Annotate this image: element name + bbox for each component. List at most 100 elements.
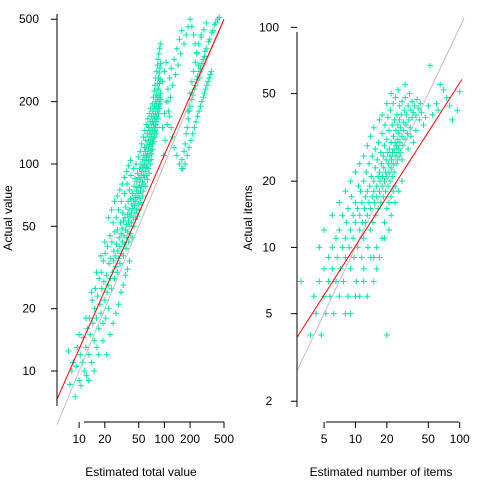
right-data-point	[357, 188, 364, 195]
right-data-point	[364, 212, 371, 219]
left-data-point	[168, 65, 175, 72]
right-data-point	[329, 265, 336, 272]
right-data-point	[381, 121, 388, 128]
right-data-point	[373, 244, 380, 251]
left-data-point	[143, 154, 150, 161]
left-data-point	[181, 148, 188, 155]
panel-left: 10 20 50 100 200 500 10 20 50 100 200 500 Estimate…	[1, 12, 234, 479]
right-data-point	[297, 278, 304, 285]
left-data-point	[155, 86, 162, 93]
left-data-point	[103, 289, 110, 296]
right-data-point	[437, 81, 444, 88]
right-y-tick-label: 2	[266, 394, 273, 408]
left-data-point	[171, 144, 178, 151]
right-data-point	[425, 102, 432, 109]
right-data-point	[375, 139, 382, 146]
left-data-point	[198, 34, 205, 41]
right-data-point	[401, 107, 408, 114]
left-data-point	[187, 16, 194, 23]
right-data-point	[407, 133, 414, 140]
right-data-point	[393, 127, 400, 134]
right-data-point	[347, 265, 354, 272]
right-data-point	[380, 153, 387, 160]
left-data-point	[81, 368, 88, 375]
right-data-point	[373, 193, 380, 200]
right-data-point	[316, 244, 323, 251]
left-data-point	[156, 45, 163, 52]
left-data-point	[125, 198, 132, 205]
left-data-point	[159, 78, 166, 85]
right-data-point	[336, 293, 343, 300]
left-data-point	[200, 26, 207, 33]
left-data-point	[111, 198, 118, 205]
right-data-point	[367, 254, 374, 261]
right-data-point	[395, 130, 402, 137]
left-data-point	[145, 165, 152, 172]
right-data-point	[373, 183, 380, 190]
left-data-point	[212, 19, 219, 26]
left-data-point	[135, 201, 142, 208]
right-data-point	[390, 133, 397, 140]
left-data-point	[88, 359, 95, 366]
right-data-point	[388, 156, 395, 163]
right-data-point	[443, 94, 450, 101]
left-data-point	[156, 105, 163, 112]
left-data-point	[119, 209, 126, 216]
right-data-point	[348, 193, 355, 200]
left-data-point	[96, 275, 103, 282]
left-y-tick-label: 20	[22, 302, 36, 316]
left-data-point	[122, 272, 129, 279]
left-data-point	[164, 121, 171, 128]
left-data-point	[103, 272, 110, 279]
left-data-point	[121, 214, 128, 221]
left-data-point	[94, 344, 101, 351]
right-data-point	[366, 183, 373, 190]
right-data-point	[396, 139, 403, 146]
left-data-point	[159, 124, 166, 131]
left-data-point	[202, 86, 209, 93]
left-data-point	[203, 19, 210, 26]
left-data-point	[113, 241, 120, 248]
right-data-point	[387, 107, 394, 114]
right-data-point	[386, 226, 393, 233]
right-data-point	[394, 136, 401, 143]
right-data-point	[384, 149, 391, 156]
right-data-point	[384, 114, 391, 121]
right-data-point	[379, 235, 386, 242]
left-data-point	[128, 201, 135, 208]
right-data-point	[361, 205, 368, 212]
left-data-point	[206, 36, 213, 43]
right-data-point	[370, 124, 377, 131]
right-data-point	[354, 205, 361, 212]
left-data-point	[177, 50, 184, 57]
left-data-point	[153, 130, 160, 137]
right-data-point	[412, 127, 419, 134]
left-x-ticks: 10 20 50 100 200 500	[72, 422, 234, 446]
left-data-point	[65, 347, 72, 354]
right-data-point	[402, 81, 409, 88]
left-data-point	[92, 285, 99, 292]
right-data-point	[350, 212, 357, 219]
right-data-point	[355, 183, 362, 190]
right-data-point	[402, 121, 409, 128]
left-data-point	[110, 257, 117, 264]
right-data-point	[388, 193, 395, 200]
right-data-point	[402, 94, 409, 101]
left-data-point	[195, 40, 202, 47]
left-y-tick-label: 500	[19, 12, 39, 26]
left-data-point	[169, 82, 176, 89]
left-data-point	[126, 186, 133, 193]
left-data-point	[73, 363, 80, 370]
right-data-point	[376, 254, 383, 261]
left-data-point	[105, 214, 112, 221]
right-data-point	[352, 169, 359, 176]
left-x-tick-label: 500	[214, 432, 234, 446]
left-data-point	[138, 140, 145, 147]
left-data-point	[188, 78, 195, 85]
right-x-tick-label: 10	[349, 432, 363, 446]
left-data-point	[121, 190, 128, 197]
left-data-point	[202, 48, 209, 55]
left-data-point	[194, 113, 201, 120]
left-data-point	[103, 351, 110, 358]
right-data-point	[395, 86, 402, 93]
